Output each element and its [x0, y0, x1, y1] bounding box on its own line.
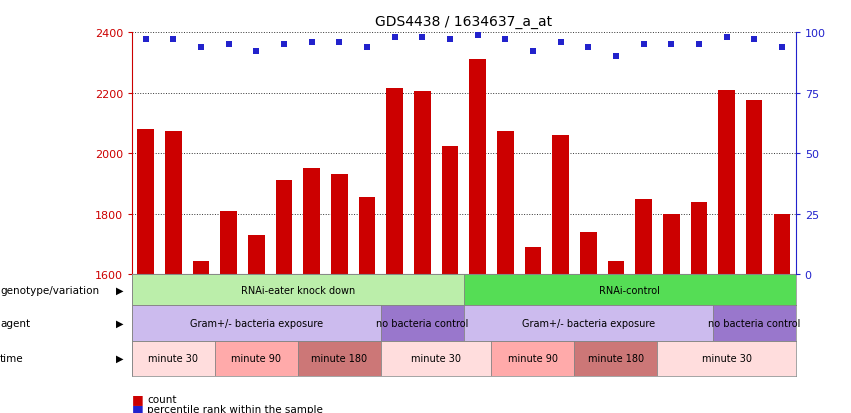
Bar	[132, 275, 464, 306]
Text: minute 30: minute 30	[411, 353, 461, 363]
Bar	[552, 136, 568, 275]
Text: minute 30: minute 30	[148, 353, 198, 363]
Text: count: count	[147, 394, 177, 404]
Text: ▶: ▶	[116, 285, 123, 295]
Bar	[608, 261, 625, 275]
Bar	[718, 90, 735, 275]
Bar	[220, 211, 237, 275]
Bar	[774, 214, 790, 275]
Text: no bacteria control: no bacteria control	[708, 318, 801, 328]
Text: minute 90: minute 90	[508, 353, 558, 363]
Bar	[248, 235, 265, 275]
Title: GDS4438 / 1634637_a_at: GDS4438 / 1634637_a_at	[375, 15, 552, 29]
Bar	[165, 131, 182, 275]
Bar	[276, 181, 293, 275]
Bar	[331, 175, 348, 275]
Bar	[132, 306, 380, 341]
Bar	[132, 341, 214, 376]
Bar	[464, 306, 713, 341]
Bar	[492, 341, 574, 376]
Bar	[381, 341, 492, 376]
Text: ■: ■	[132, 402, 144, 413]
Text: ▶: ▶	[116, 353, 123, 363]
Bar	[359, 198, 375, 275]
Bar	[524, 247, 541, 275]
Text: genotype/variation: genotype/variation	[0, 285, 99, 295]
Bar	[470, 60, 486, 275]
Bar	[635, 199, 652, 275]
Bar	[497, 131, 514, 275]
Text: minute 30: minute 30	[701, 353, 751, 363]
Text: Gram+/- bacteria exposure: Gram+/- bacteria exposure	[190, 318, 323, 328]
Text: time: time	[0, 353, 24, 363]
Bar	[745, 101, 762, 275]
Bar	[580, 233, 597, 275]
Bar	[298, 341, 381, 376]
Text: minute 180: minute 180	[588, 353, 644, 363]
Text: percentile rank within the sample: percentile rank within the sample	[147, 404, 323, 413]
Bar	[657, 341, 796, 376]
Text: agent: agent	[0, 318, 30, 328]
Text: ■: ■	[132, 392, 144, 405]
Bar	[414, 92, 431, 275]
Text: ▶: ▶	[116, 318, 123, 328]
Text: minute 90: minute 90	[231, 353, 282, 363]
Bar	[138, 130, 154, 275]
Bar	[214, 341, 298, 376]
Text: no bacteria control: no bacteria control	[376, 318, 469, 328]
Text: RNAi-eater knock down: RNAi-eater knock down	[241, 285, 355, 295]
Bar	[442, 146, 458, 275]
Bar	[691, 202, 707, 275]
Text: Gram+/- bacteria exposure: Gram+/- bacteria exposure	[522, 318, 654, 328]
Bar	[713, 306, 796, 341]
Text: minute 180: minute 180	[311, 353, 368, 363]
Bar	[663, 214, 679, 275]
Bar	[304, 169, 320, 275]
Bar	[386, 89, 403, 275]
Bar	[192, 261, 209, 275]
Text: RNAi-control: RNAi-control	[599, 285, 660, 295]
Bar	[381, 306, 464, 341]
Bar	[574, 341, 657, 376]
Bar	[464, 275, 796, 306]
